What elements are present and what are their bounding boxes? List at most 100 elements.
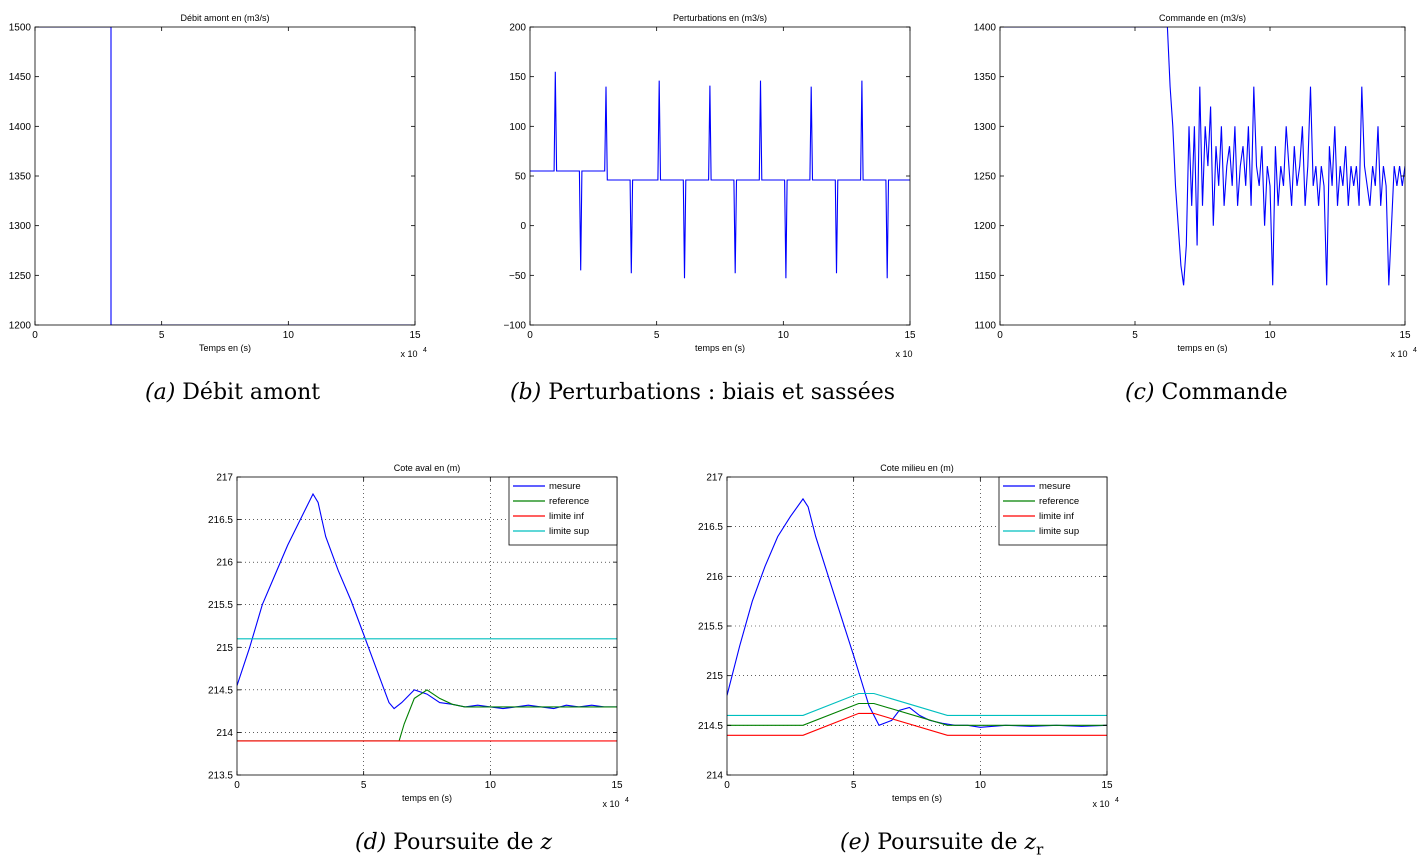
caption-c: (c) Commande — [1125, 380, 1288, 405]
x-tick-label: 15 — [1399, 330, 1411, 341]
legend-entry: limite inf — [549, 511, 584, 522]
chart-debit-amont: 0 5 10 15 1200 1250 1300 1350 1400 1450 1500 Débit … — [9, 13, 427, 359]
y-tick-label: 1300 — [974, 122, 997, 133]
caption-d-math: z — [540, 830, 553, 855]
y-tick-label: 216 — [216, 558, 233, 569]
x-tick-label: 0 — [997, 330, 1003, 341]
caption-d: (d) Poursuite de z — [355, 830, 552, 855]
chart-title: Cote aval en (m) — [394, 463, 461, 473]
y-tick-label: 215.5 — [698, 622, 723, 633]
y-tick-label: 200 — [509, 23, 526, 34]
x-tick-label: 10 — [778, 330, 790, 341]
plot-area — [1000, 27, 1405, 325]
chart-title: Perturbations en (m3/s) — [673, 13, 767, 23]
y-tick-label: 214 — [216, 728, 233, 739]
caption-e-math: z — [1024, 830, 1037, 855]
y-tick-label: 214 — [706, 771, 723, 782]
series-line-0 — [35, 27, 415, 325]
y-tick-label: 216 — [706, 572, 723, 583]
x-axis-label: temps en (s) — [695, 343, 745, 353]
caption-c-text: Commande — [1161, 380, 1288, 405]
x-tick-label: 5 — [1132, 330, 1138, 341]
y-tick-label: 214.5 — [208, 685, 233, 696]
x-exponent-label: x 10 — [400, 349, 417, 359]
caption-e-label: (e) — [840, 830, 871, 855]
y-tick-label: 1300 — [9, 221, 32, 232]
series-line-reference — [237, 689, 617, 742]
x-tick-label: 0 — [234, 780, 240, 791]
y-tick-label: 1450 — [9, 72, 32, 83]
chart-title: Commande en (m3/s) — [1159, 13, 1246, 23]
x-tick-label: 10 — [485, 780, 497, 791]
series-line-0 — [1000, 27, 1405, 286]
x-axis-label: temps en (s) — [1177, 343, 1227, 353]
x-exponent-power: 4 — [423, 347, 427, 354]
y-tick-label: 1500 — [9, 23, 32, 34]
caption-b-text: Perturbations : biais et sassées — [548, 380, 896, 405]
y-tick-label: −100 — [503, 321, 526, 332]
legend-entry: reference — [549, 496, 589, 507]
x-axis-label: temps en (s) — [402, 793, 452, 803]
plot-area — [530, 27, 910, 325]
plot-area — [35, 27, 415, 325]
legend-entry: mesure — [549, 481, 581, 492]
x-exponent-label: x 10 — [602, 799, 619, 809]
chart-title: Débit amont en (m3/s) — [180, 13, 269, 23]
y-tick-label: −50 — [509, 271, 526, 282]
x-tick-label: 5 — [654, 330, 660, 341]
x-tick-label: 0 — [32, 330, 38, 341]
x-tick-label: 5 — [361, 780, 367, 791]
y-tick-label: 50 — [515, 172, 527, 183]
x-exponent-power: 4 — [1413, 347, 1417, 354]
caption-a: (a) Débit amont — [145, 380, 320, 405]
x-tick-label: 15 — [409, 330, 421, 341]
x-tick-label: 15 — [904, 330, 915, 341]
series-line-mesure — [237, 492, 617, 710]
legend-box — [998, 476, 1108, 546]
y-tick-label: 150 — [509, 72, 526, 83]
caption-b-label: (b) — [510, 380, 542, 405]
legend-entry: mesure — [1039, 481, 1071, 492]
x-axis-label: Temps en (s) — [199, 343, 251, 353]
series-line-reference — [727, 702, 1107, 726]
x-tick-label: 15 — [1101, 780, 1113, 791]
y-tick-label: 1350 — [9, 172, 32, 183]
y-tick-label: 216.5 — [208, 515, 233, 526]
y-tick-label: 1400 — [9, 122, 32, 133]
x-tick-label: 15 — [611, 780, 623, 791]
caption-e: (e) Poursuite de zr — [840, 830, 1043, 858]
x-exponent-label: x 10 — [1092, 799, 1109, 809]
y-tick-label: 215 — [706, 671, 723, 682]
y-tick-label: 215 — [216, 643, 233, 654]
x-tick-label: 5 — [159, 330, 165, 341]
y-tick-label: 214.5 — [698, 721, 723, 732]
x-exponent-label: x 10 — [895, 349, 912, 359]
caption-e-sub: r — [1036, 840, 1044, 859]
chart-cote-milieu: 0 5 10 15 214 214.5 215 215.5 216 216.5 217 Cote mi… — [698, 463, 1119, 809]
chart-perturbations: 0 5 10 15 −100 −50 0 50 100 150 200 Perturbations e… — [503, 13, 915, 359]
y-tick-label: 1250 — [9, 271, 32, 282]
chart-cote-aval: 0 5 10 15 213.5 214 214.5 215 215.5 216 216.5 217 Co… — [208, 463, 629, 809]
y-tick-label: 1400 — [974, 23, 997, 34]
y-tick-label: 0 — [520, 221, 526, 232]
x-tick-label: 10 — [975, 780, 987, 791]
y-tick-label: 217 — [706, 473, 723, 484]
x-tick-label: 0 — [724, 780, 730, 791]
legend-entry: limite inf — [1039, 511, 1074, 522]
legend-entry: limite sup — [549, 526, 589, 537]
y-tick-label: 217 — [216, 473, 233, 484]
x-axis-label: temps en (s) — [892, 793, 942, 803]
y-tick-label: 1200 — [9, 321, 32, 332]
caption-a-text: Débit amont — [182, 380, 321, 405]
x-exponent-power: 4 — [625, 797, 629, 804]
x-tick-label: 10 — [283, 330, 295, 341]
caption-a-label: (a) — [145, 380, 176, 405]
y-tick-label: 213.5 — [208, 771, 233, 782]
legend-entry: reference — [1039, 496, 1079, 507]
chart-title: Cote milieu en (m) — [880, 463, 954, 473]
y-tick-label: 216.5 — [698, 522, 723, 533]
series-line-mesure — [727, 497, 1107, 728]
x-tick-label: 5 — [851, 780, 857, 791]
y-tick-label: 215.5 — [208, 600, 233, 611]
legend-box — [508, 476, 618, 546]
